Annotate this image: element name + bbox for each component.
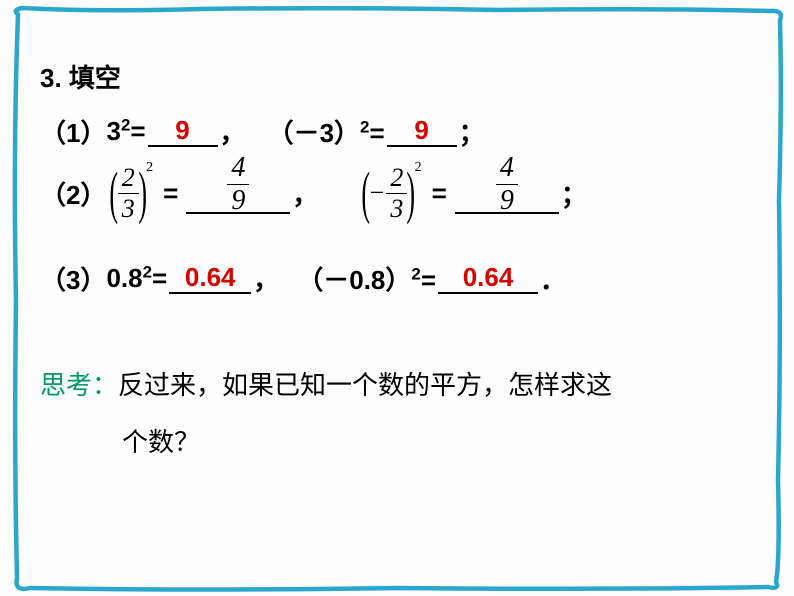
expr-3b: （－0.8）2= [297,260,436,297]
answer-1b: 9 [414,115,428,145]
label-1: （1） [40,113,106,150]
expr-3a: 0.82= [106,263,167,294]
sep-2b: ； [561,175,587,212]
problem-3: （3） 0.82= 0.64 ， （－0.8）2= 0.64 ． [40,260,760,297]
answer-3b: 0.64 [463,262,514,292]
label-3: （3） [40,260,106,297]
sep-2a: ， [292,175,318,212]
answer-2a: 49 [227,154,249,215]
think-label: 思考： [40,370,118,400]
blank-2b: 49 [455,172,559,214]
blank-3a: 0.64 [169,264,251,294]
answer-3a: 0.64 [185,262,236,292]
answer-2b: 49 [496,154,518,215]
blank-1b: 9 [387,117,457,147]
think-text-1: 反过来，如果已知一个数的平方，怎样求这 [118,370,612,400]
label-2: （2） [40,175,106,212]
expr-2a: ( 23 ) 2 [110,164,153,222]
eq-2a: = [163,178,178,209]
sep-1a: ， [220,113,246,150]
problem-2: （2） ( 23 ) 2 = 49 ， ( − 23 ) 2 = 49 ； [40,164,760,222]
expr-1a: 32= [106,116,145,147]
sep-3a: ， [253,260,279,297]
sep-3b: ． [540,260,566,297]
eq-2b: = [432,178,447,209]
section-title: 3. 填空 [40,58,760,95]
blank-3b: 0.64 [438,264,538,294]
answer-1a: 9 [175,115,189,145]
sep-1b: ； [459,113,485,150]
blank-2a: 49 [186,172,290,214]
think-text-2: 个数？ [122,427,200,457]
blank-1a: 9 [148,117,218,147]
expr-1b: （－3）2= [268,113,385,150]
page-content: 3. 填空 （1） 32= 9 ， （－3）2= 9 ； （2） ( 23 ) … [40,58,760,471]
think-section: 思考：反过来，如果已知一个数的平方，怎样求这 个数？ [40,357,760,471]
problem-1: （1） 32= 9 ， （－3）2= 9 ； [40,113,760,150]
expr-2b: ( − 23 ) 2 [362,164,421,222]
